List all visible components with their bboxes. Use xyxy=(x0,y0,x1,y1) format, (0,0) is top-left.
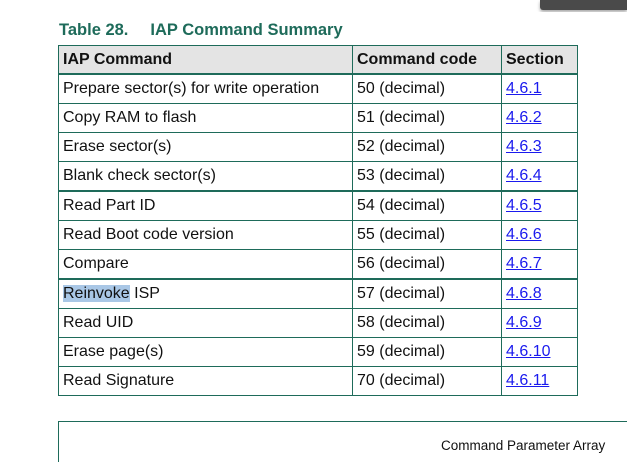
section-cell: 4.6.5 xyxy=(501,190,578,221)
command-cell: Erase sector(s) xyxy=(58,132,353,162)
table-row: Erase sector(s) 52 (decimal) 4.6.3 xyxy=(58,132,578,162)
section-cell: 4.6.10 xyxy=(501,337,578,367)
previous-page-fragment xyxy=(0,0,627,12)
header-section: Section xyxy=(501,45,578,75)
command-cell: Copy RAM to flash xyxy=(58,103,353,133)
table-row: Erase page(s) 59 (decimal) 4.6.10 xyxy=(58,337,578,367)
section-link[interactable]: 4.6.6 xyxy=(506,226,542,243)
code-cell: 58 (decimal) xyxy=(352,308,502,338)
section-cell: 4.6.1 xyxy=(501,73,578,104)
section-cell: 4.6.7 xyxy=(501,249,578,280)
table-row: Reinvoke ISP 57 (decimal) 4.6.8 xyxy=(58,278,578,309)
section-link[interactable]: 4.6.2 xyxy=(506,109,542,126)
code-cell: 53 (decimal) xyxy=(352,161,502,192)
code-cell: 55 (decimal) xyxy=(352,220,502,250)
code-cell: 51 (decimal) xyxy=(352,103,502,133)
figure-frame xyxy=(58,421,627,462)
section-cell: 4.6.3 xyxy=(501,132,578,162)
table-row: Read UID 58 (decimal) 4.6.9 xyxy=(58,308,578,338)
section-link[interactable]: 4.6.8 xyxy=(506,285,542,302)
command-cell: Prepare sector(s) for write operation xyxy=(58,73,353,104)
table-row: Read Part ID 54 (decimal) 4.6.5 xyxy=(58,190,578,221)
section-cell: 4.6.4 xyxy=(501,161,578,192)
table-title: IAP Command Summary xyxy=(150,21,343,39)
command-cell: Compare xyxy=(58,249,353,280)
section-cell: 4.6.9 xyxy=(501,308,578,338)
table-number: Table 28. xyxy=(59,21,129,39)
table-row: Copy RAM to flash 51 (decimal) 4.6.2 xyxy=(58,103,578,133)
code-cell: 59 (decimal) xyxy=(352,337,502,367)
table-row: Blank check sector(s) 53 (decimal) 4.6.4 xyxy=(58,161,578,192)
section-link[interactable]: 4.6.5 xyxy=(506,197,542,214)
table-caption: Table 28. IAP Command Summary xyxy=(59,21,343,40)
command-cell: Reinvoke ISP xyxy=(58,278,353,309)
section-link[interactable]: 4.6.3 xyxy=(506,138,542,155)
command-cell: Read Signature xyxy=(58,366,353,396)
command-cell: Read UID xyxy=(58,308,353,338)
section-link[interactable]: 4.6.7 xyxy=(506,255,542,272)
section-cell: 4.6.6 xyxy=(501,220,578,250)
tooltip-edge xyxy=(540,0,627,10)
command-text-rest: ISP xyxy=(129,285,160,302)
command-cell: Erase page(s) xyxy=(58,337,353,367)
command-cell: Blank check sector(s) xyxy=(58,161,353,192)
figure-label: Command Parameter Array xyxy=(441,438,606,453)
section-cell: 4.6.2 xyxy=(501,103,578,133)
text-selection-highlight[interactable]: Reinvoke xyxy=(63,285,130,302)
section-cell: 4.6.8 xyxy=(501,278,578,309)
command-cell: Read Boot code version xyxy=(58,220,353,250)
iap-command-table: IAP Command Command code Section Prepare… xyxy=(58,45,578,396)
code-cell: 54 (decimal) xyxy=(352,190,502,221)
code-cell: 50 (decimal) xyxy=(352,73,502,104)
section-link[interactable]: 4.6.1 xyxy=(506,80,542,97)
code-cell: 52 (decimal) xyxy=(352,132,502,162)
code-cell: 70 (decimal) xyxy=(352,366,502,396)
section-link[interactable]: 4.6.4 xyxy=(506,167,542,184)
table-row: Read Boot code version 55 (decimal) 4.6.… xyxy=(58,220,578,250)
code-cell: 57 (decimal) xyxy=(352,278,502,309)
table-row: Read Signature 70 (decimal) 4.6.11 xyxy=(58,366,578,396)
section-cell: 4.6.11 xyxy=(501,366,578,396)
header-iap-command: IAP Command xyxy=(58,45,353,75)
section-link[interactable]: 4.6.11 xyxy=(506,372,550,389)
section-link[interactable]: 4.6.9 xyxy=(506,314,542,331)
table-row: Prepare sector(s) for write operation 50… xyxy=(58,73,578,104)
command-cell: Read Part ID xyxy=(58,190,353,221)
table-row: Compare 56 (decimal) 4.6.7 xyxy=(58,249,578,280)
section-link[interactable]: 4.6.10 xyxy=(506,343,551,360)
table-header-row: IAP Command Command code Section xyxy=(58,45,578,75)
header-command-code: Command code xyxy=(352,45,502,75)
code-cell: 56 (decimal) xyxy=(352,249,502,280)
